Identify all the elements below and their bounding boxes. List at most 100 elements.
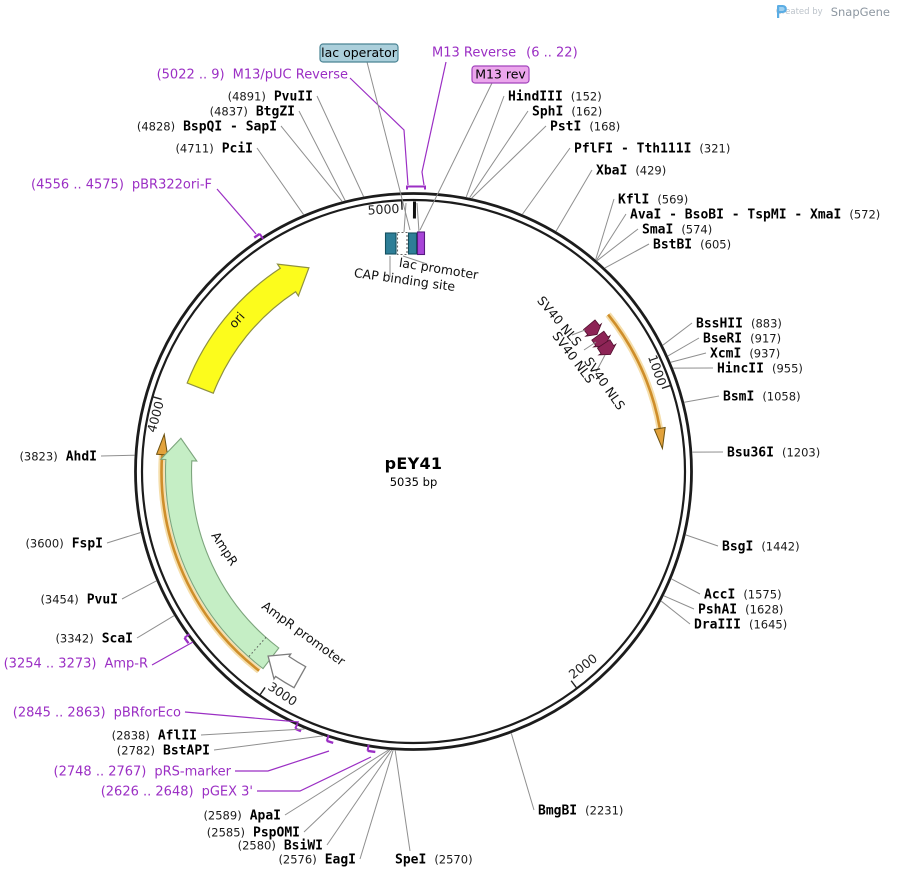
enzyme-label-PstI: PstI (168): [550, 120, 620, 135]
enzyme-label-HincII: HincII (955): [717, 362, 803, 377]
enzyme-leader-SmaI: [596, 228, 639, 262]
enzyme-leader-PspOMI: [303, 749, 391, 833]
enzyme-label-BstAPI: (2782) BstAPI: [117, 744, 210, 759]
enzyme-label-FspI: (3600) FspI: [25, 537, 103, 552]
enzyme-leader-EagI: [359, 750, 394, 860]
primer-mark-pRS-marker: [326, 739, 334, 745]
plasmid-name: pEY41: [384, 454, 443, 473]
enzyme-leader-PciI: [256, 147, 304, 215]
enzyme-label-ApaI: (2589) ApaI: [203, 809, 281, 824]
enzyme-label-BsgI: BsgI (1442): [722, 540, 800, 555]
tick-label-4000: 4000: [144, 399, 167, 434]
glyph-leader: [403, 202, 407, 233]
inner-label-leader: [583, 341, 597, 351]
primer-leader-pBRforEco: [184, 711, 300, 723]
enzyme-leader-KflI: [595, 198, 615, 260]
watermark-created-by: Created by: [775, 7, 823, 17]
enzyme-label-XbaI: XbaI (429): [596, 164, 666, 179]
primer-label-Amp-R: (3254 .. 3273) Amp-R: [4, 657, 148, 672]
enzyme-leader-HindIII: [465, 95, 505, 198]
enzyme-label-EagI: (2576) EagI: [278, 853, 356, 868]
primer-leader-M13 Reverse: [421, 61, 447, 186]
enzyme-leader-FspI: [106, 532, 141, 544]
enzyme-leader-AflII: [200, 728, 305, 736]
enzyme-leader-PflFI - Tth111I: [522, 147, 571, 215]
primer-mark-pBR322ori-F: [253, 232, 261, 239]
m13-rev-glyph: [416, 231, 426, 256]
tick-2000: [570, 680, 578, 689]
enzyme-leader-XbaI: [555, 169, 593, 232]
plasmid-size: 5035 bp: [389, 475, 438, 489]
watermark: Created by SnapGene: [776, 5, 890, 19]
ori-feature-arrow: [186, 263, 310, 394]
enzyme-label-AvaI-BsoBI-TspMI-XmaI: AvaI - BsoBI - TspMI - XmaI (572): [630, 208, 880, 223]
primer-mark-nub-Amp-R: [183, 633, 190, 639]
primer-leader-M13/pUC Reverse: [349, 77, 409, 186]
boxed-label-text-lac-operator: lac operator: [321, 45, 398, 60]
primer-mark-pGEX 3': [367, 749, 376, 754]
enzyme-leader-SphI: [469, 110, 529, 198]
enzyme-leader-ApaI: [284, 749, 389, 816]
enzyme-label-PflFI-Tth111I: PflFI - Tth111I (321): [574, 142, 730, 157]
enzyme-label-BtgZI: (4837) BtgZI: [210, 105, 295, 120]
inner-label-leader: [402, 255, 428, 265]
enzyme-label-BspQI-SapI: (4828) BspQI - SapI: [137, 120, 277, 135]
primer-leader-Amp-R: [151, 641, 194, 666]
enzyme-label-BstBI: BstBI (605): [653, 238, 731, 253]
enzyme-label-BssHII: BssHII (883): [696, 317, 782, 332]
tick-label-2000: 2000: [566, 650, 600, 681]
primer-label-pBR322ori-F: (4556 .. 4575) pBR322ori-F: [31, 178, 212, 193]
enzyme-leader-BssHII: [662, 322, 693, 346]
primer-leader-pGEX 3': [257, 756, 372, 792]
enzyme-leader-BstBI: [604, 243, 650, 269]
orf-arc-left-arrowhead-icon: [155, 432, 169, 456]
primer-leader-pBR322ori-F: [216, 188, 257, 235]
enzyme-leader-PshAI: [663, 595, 695, 610]
boxed-label-text-M13-rev: M13 rev: [475, 67, 526, 82]
primer-label-pGEX-3-: (2626 .. 2648) pGEX 3': [101, 785, 253, 800]
enzyme-label-BsiWI: (2580) BsiWI: [238, 839, 323, 854]
primer-label-M13-Reverse: M13 Reverse (6 .. 22): [432, 46, 578, 61]
sv40-nls-arrow-1: [582, 319, 603, 337]
backbone-inner-ring: [140, 198, 687, 745]
inner-label-leader: [595, 354, 606, 373]
enzyme-label-BseRI: BseRI (917): [703, 332, 781, 347]
primer-mark-m13-bracket: [406, 185, 426, 190]
enzyme-label-Bsu36I: Bsu36I (1203): [727, 446, 820, 461]
ampr-promoter-arrow: [267, 653, 307, 689]
enzyme-leader-PvuI: [121, 580, 157, 600]
enzyme-label-PvuII: (4891) PvuII: [228, 90, 313, 105]
enzyme-leader-SpeI: [394, 750, 411, 852]
tick-1000: [661, 384, 672, 390]
enzyme-leader-BstAPI: [213, 735, 323, 751]
enzyme-label-KflI: KflI (569): [618, 193, 688, 208]
sv40-nls-arrow-3: [596, 339, 617, 356]
boxed-label-M13-rev: [471, 65, 530, 84]
enzyme-leader-ScaI: [136, 615, 175, 639]
enzyme-leader-BtgZI: [298, 110, 346, 201]
watermark-brand: SnapGene: [830, 5, 890, 19]
enzyme-label-AccI: AccI (1575): [704, 588, 782, 603]
enzyme-leader-BsmI: [684, 395, 720, 403]
enzyme-leader-BmgBI: [510, 733, 535, 811]
enzyme-label-PshAI: PshAI (1628): [698, 603, 783, 618]
orf-arc-left: [160, 454, 260, 672]
enzyme-label-SpeI: SpeI (2570): [395, 853, 473, 868]
enzyme-label-AflII: (2838) AflII: [112, 729, 197, 744]
lac-promoter-glyph: [396, 231, 408, 256]
tick-label-5000: 5000: [367, 201, 400, 218]
enzyme-leader-AccI: [671, 578, 701, 595]
enzyme-leader-BsiWI: [326, 749, 393, 846]
primer-label-pRS-marker: (2748 .. 2767) pRS-marker: [54, 765, 232, 780]
backbone-outer-ring: [134, 192, 693, 751]
enzyme-label-AhdI: (3823) AhdI: [19, 450, 97, 465]
enzyme-label-SphI: SphI (162): [532, 105, 602, 120]
enzyme-label-PciI: (4711) PciI: [175, 142, 253, 157]
primer-mark-nub-pBR322ori-F: [258, 233, 264, 240]
tick-3000: [259, 687, 266, 696]
enzyme-leader-DraIII: [660, 600, 691, 625]
enzyme-leader-BsgI: [685, 534, 719, 547]
inner-label-leader: [571, 329, 586, 336]
enzyme-label-ScaI: (3342) ScaI: [55, 632, 133, 647]
